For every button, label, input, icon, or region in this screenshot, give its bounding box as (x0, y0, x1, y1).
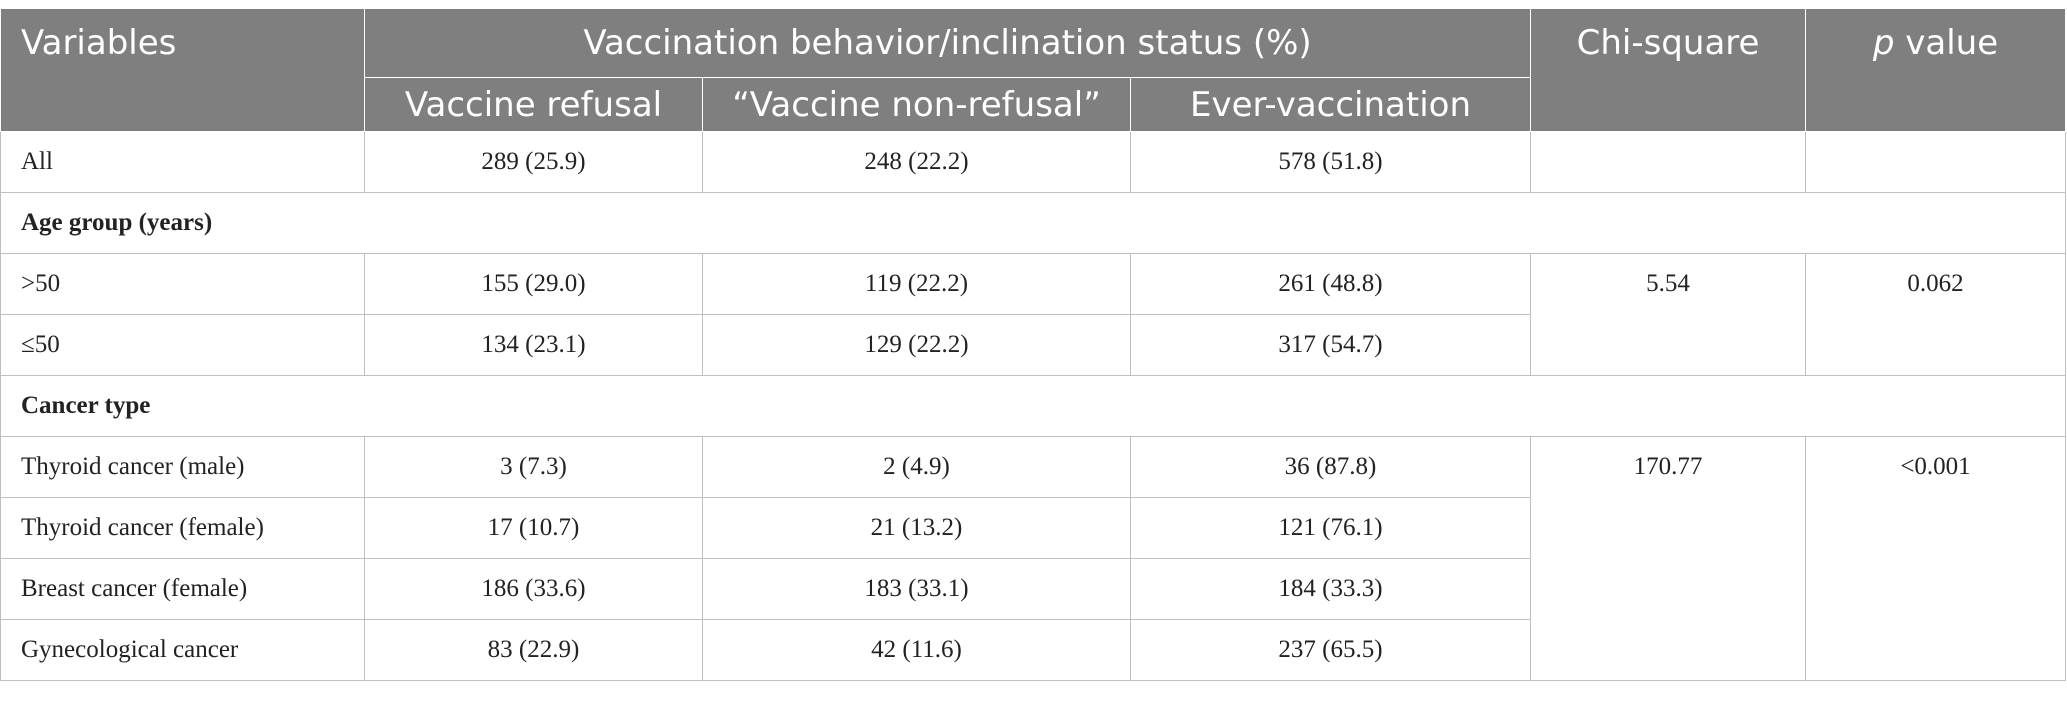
cell-non-refusal: 2 (4.9) (702, 436, 1131, 498)
group-row-cancer: Cancer type (0, 375, 2067, 437)
header-row-1: Variables Vaccination behavior/inclinati… (0, 8, 2067, 132)
cell-ever-vaccination: 261 (48.8) (1129, 253, 1532, 315)
cell-ever-vaccination: 121 (76.1) (1129, 497, 1532, 559)
row-label-thyroid-female: Thyroid cancer (female) (0, 497, 365, 559)
table-container: Variables Vaccination behavior/inclinati… (0, 8, 2067, 681)
header-row-2: Vaccine refusal “Vaccine non-refusal” Ev… (1, 77, 2066, 132)
header-p-rest: value (1894, 23, 1999, 63)
cell-non-refusal: 248 (22.2) (702, 131, 1131, 193)
row-label-gynecological: Gynecological cancer (0, 619, 365, 681)
cell-p-value-cancer: <0.001 (1805, 436, 2067, 681)
row-label-all: All (0, 131, 365, 193)
cell-chi-square-cancer: 170.77 (1530, 436, 1807, 681)
header-vaccination-status: Vaccination behavior/inclination status … (363, 8, 1532, 78)
header-p-italic: p (1872, 23, 1895, 63)
cell-refusal: 17 (10.7) (364, 497, 703, 559)
cell-chi-square-age: 5.54 (1530, 253, 1807, 376)
table-row: Gynecological cancer 83 (22.9) 42 (11.6)… (0, 619, 2066, 681)
header-ever-vaccination: Ever-vaccination (1129, 77, 1532, 132)
cell-non-refusal: 129 (22.2) (702, 314, 1131, 376)
table-row: >50 155 (29.0) 119 (22.2) 261 (48.8) 5.5… (0, 253, 2067, 376)
cell-ever-vaccination: 578 (51.8) (1129, 131, 1532, 193)
cell-non-refusal: 183 (33.1) (702, 558, 1131, 620)
cell-ever-vaccination: 317 (54.7) (1129, 314, 1532, 376)
header-vaccine-non-refusal: “Vaccine non-refusal” (702, 77, 1131, 132)
cell-refusal: 289 (25.9) (364, 131, 703, 193)
header-chi-square: Chi-square (1530, 8, 1807, 132)
cell-refusal: 186 (33.6) (364, 558, 703, 620)
cell-non-refusal: 42 (11.6) (702, 619, 1131, 681)
cell-p-value-empty (1805, 131, 2067, 193)
row-label-breast-female: Breast cancer (female) (0, 558, 365, 620)
table-row: Breast cancer (female) 186 (33.6) 183 (3… (0, 558, 2066, 620)
cell-ever-vaccination: 184 (33.3) (1129, 558, 1532, 620)
cell-ever-vaccination: 36 (87.8) (1129, 436, 1532, 498)
table-row: Thyroid cancer (female) 17 (10.7) 21 (13… (0, 497, 2066, 559)
cell-chi-square-empty (1530, 131, 1807, 193)
table-row: ≤50 134 (23.1) 129 (22.2) 317 (54.7) (0, 314, 2066, 376)
group-title-age: Age group (years) (0, 192, 2067, 254)
group-title-cancer: Cancer type (0, 375, 2067, 437)
cell-refusal: 155 (29.0) (364, 253, 703, 315)
cell-refusal: 3 (7.3) (364, 436, 703, 498)
header-variables: Variables (0, 8, 365, 132)
group-row-age: Age group (years) (0, 192, 2067, 254)
row-label-age-over-50: >50 (0, 253, 365, 315)
cell-p-value-age: 0.062 (1805, 253, 2067, 376)
cell-ever-vaccination: 237 (65.5) (1129, 619, 1532, 681)
cell-refusal: 134 (23.1) (364, 314, 703, 376)
table-row: Thyroid cancer (male) 3 (7.3) 2 (4.9) 36… (0, 436, 2067, 681)
cell-non-refusal: 21 (13.2) (702, 497, 1131, 559)
row-label-age-under-50: ≤50 (0, 314, 365, 376)
header-vaccine-refusal: Vaccine refusal (364, 77, 703, 132)
table-row: All 289 (25.9) 248 (22.2) 578 (51.8) (0, 131, 2067, 193)
cell-refusal: 83 (22.9) (364, 619, 703, 681)
cell-non-refusal: 119 (22.2) (702, 253, 1131, 315)
vaccination-status-table: Variables Vaccination behavior/inclinati… (0, 8, 2067, 681)
header-p-value: p value (1805, 8, 2067, 132)
row-label-thyroid-male: Thyroid cancer (male) (0, 436, 365, 498)
